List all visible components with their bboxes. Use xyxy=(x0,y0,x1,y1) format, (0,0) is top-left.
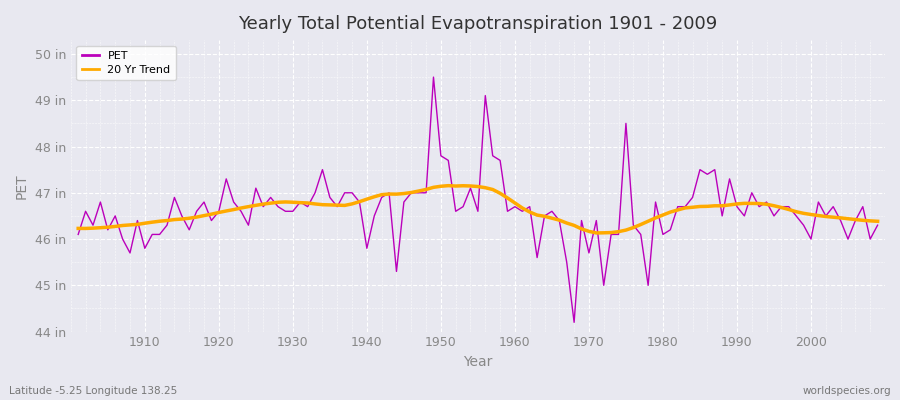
PET xyxy=(517,209,527,214)
Line: 20 Yr Trend: 20 Yr Trend xyxy=(78,186,878,233)
PET xyxy=(509,204,520,209)
PET xyxy=(339,190,350,195)
20 Yr Trend xyxy=(509,200,520,205)
X-axis label: Year: Year xyxy=(464,355,492,369)
20 Yr Trend xyxy=(872,219,883,224)
20 Yr Trend xyxy=(132,222,143,227)
Y-axis label: PET: PET xyxy=(15,173,29,199)
PET xyxy=(569,320,580,325)
Title: Yearly Total Potential Evapotranspiration 1901 - 2009: Yearly Total Potential Evapotranspiratio… xyxy=(238,15,717,33)
Line: PET: PET xyxy=(78,77,878,322)
PET xyxy=(295,200,306,204)
20 Yr Trend xyxy=(73,226,84,231)
20 Yr Trend xyxy=(517,206,527,210)
20 Yr Trend xyxy=(295,200,306,205)
PET xyxy=(872,223,883,228)
Text: Latitude -5.25 Longitude 138.25: Latitude -5.25 Longitude 138.25 xyxy=(9,386,177,396)
PET xyxy=(428,75,439,80)
20 Yr Trend xyxy=(613,229,624,234)
PET xyxy=(73,232,84,237)
PET xyxy=(613,232,624,237)
Text: worldspecies.org: worldspecies.org xyxy=(803,386,891,396)
PET xyxy=(132,218,143,223)
20 Yr Trend xyxy=(443,183,454,188)
20 Yr Trend xyxy=(339,203,350,208)
20 Yr Trend xyxy=(591,230,602,235)
Legend: PET, 20 Yr Trend: PET, 20 Yr Trend xyxy=(76,46,176,80)
